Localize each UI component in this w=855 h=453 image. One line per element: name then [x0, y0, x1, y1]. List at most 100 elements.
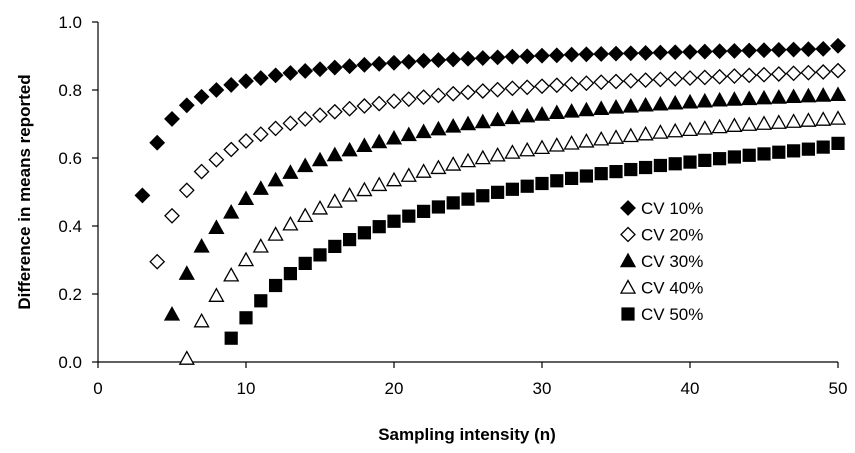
- data-point: [698, 153, 712, 167]
- data-point: [815, 40, 832, 57]
- legend-item: CV 40%: [619, 279, 703, 298]
- data-point: [387, 214, 401, 228]
- data-point: [372, 220, 386, 234]
- data-point: [801, 142, 816, 156]
- data-point: [533, 106, 551, 121]
- data-point: [652, 44, 669, 61]
- legend-marker: [620, 200, 636, 216]
- data-point: [668, 157, 682, 171]
- data-point: [711, 43, 728, 60]
- data-point: [713, 152, 727, 166]
- data-point: [298, 256, 312, 271]
- data-point: [460, 50, 476, 67]
- data-point: [178, 182, 195, 199]
- data-point: [252, 126, 269, 143]
- data-point: [311, 151, 329, 167]
- y-tick-label: 0.0: [58, 353, 82, 372]
- data-point: [134, 187, 151, 204]
- data-point: [815, 64, 832, 80]
- legend-item: CV 20%: [620, 226, 703, 245]
- data-point: [445, 51, 462, 68]
- data-point: [696, 69, 713, 86]
- data-point: [342, 232, 357, 247]
- data-point: [341, 141, 358, 157]
- data-point: [653, 158, 668, 173]
- data-point: [727, 150, 742, 164]
- data-point: [208, 151, 225, 168]
- data-point: [608, 45, 624, 62]
- data-point: [297, 207, 314, 223]
- legend-label: CV 50%: [641, 305, 703, 324]
- legend-marker: [621, 307, 635, 321]
- data-point: [548, 104, 565, 120]
- data-point: [534, 78, 550, 95]
- data-point: [637, 125, 654, 141]
- y-tick-label: 0.8: [58, 81, 82, 100]
- data-point: [682, 44, 698, 60]
- data-point: [297, 63, 314, 79]
- data-point: [341, 100, 358, 117]
- data-point: [238, 133, 254, 149]
- data-point: [578, 101, 595, 117]
- legend-marker: [619, 252, 637, 268]
- data-point: [519, 107, 536, 123]
- data-point: [800, 87, 817, 103]
- data-point: [800, 41, 817, 58]
- data-point: [535, 176, 549, 191]
- data-point: [681, 121, 699, 137]
- data-point: [430, 120, 447, 136]
- data-point: [816, 140, 830, 154]
- data-point: [446, 196, 460, 210]
- legend-item: CV 50%: [621, 305, 703, 324]
- data-point: [282, 65, 299, 81]
- data-point: [830, 37, 846, 54]
- data-point: [208, 219, 225, 234]
- data-point: [489, 49, 506, 66]
- data-point: [815, 87, 832, 102]
- legend-label: CV 40%: [641, 279, 703, 298]
- data-point: [505, 182, 520, 196]
- data-point: [238, 73, 254, 90]
- data-point: [254, 294, 268, 308]
- data-point: [637, 96, 654, 112]
- data-point: [667, 70, 684, 87]
- data-point: [652, 71, 669, 88]
- series-4: [178, 110, 847, 365]
- data-point: [326, 193, 343, 208]
- y-tick-label: 1.0: [58, 13, 82, 32]
- data-point: [726, 117, 743, 132]
- data-point: [548, 137, 565, 152]
- data-point: [445, 118, 462, 133]
- data-point: [785, 88, 802, 104]
- data-point: [726, 68, 743, 84]
- data-point: [385, 129, 403, 145]
- data-point: [371, 95, 388, 112]
- data-point: [741, 67, 758, 84]
- data-point: [193, 88, 210, 105]
- data-point: [385, 171, 403, 187]
- data-point: [208, 287, 225, 302]
- data-point: [667, 94, 684, 110]
- data-point: [489, 111, 506, 127]
- data-point: [490, 185, 505, 199]
- data-point: [533, 139, 551, 155]
- data-point: [430, 87, 447, 104]
- data-point: [313, 248, 327, 262]
- data-point: [741, 116, 758, 131]
- x-axis-ticks: 0 10 20 30 40 50: [93, 362, 847, 398]
- data-point: [489, 146, 506, 162]
- data-point: [622, 45, 639, 62]
- data-point: [578, 46, 595, 63]
- data-point: [504, 48, 521, 65]
- data-point: [282, 215, 299, 231]
- data-point: [726, 42, 743, 59]
- data-point: [711, 118, 728, 134]
- series-5: [224, 136, 845, 345]
- data-point: [356, 56, 373, 73]
- y-tick-label: 0.6: [58, 149, 82, 168]
- data-point: [770, 41, 787, 58]
- data-point: [283, 266, 298, 281]
- data-point: [520, 179, 534, 193]
- x-axis-title: Sampling intensity (n): [378, 425, 556, 444]
